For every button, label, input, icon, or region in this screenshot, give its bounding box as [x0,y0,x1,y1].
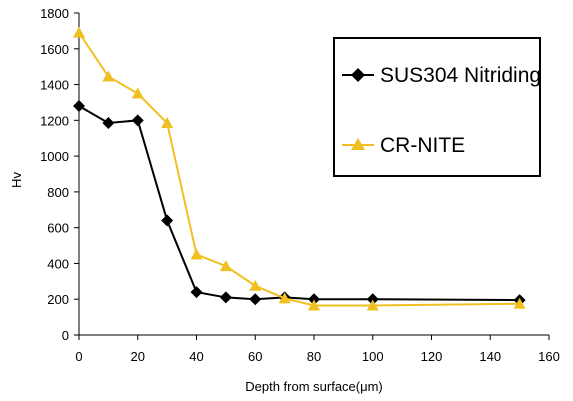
x-tick-label: 80 [307,349,321,364]
data-point [249,293,262,306]
y-tick-label: 800 [47,185,69,200]
data-point [308,293,320,306]
data-point [131,114,144,127]
data-point [366,299,379,311]
legend-box [333,37,541,177]
y-tick-label: 400 [47,256,69,271]
data-point [190,286,203,299]
data-point [131,87,144,99]
x-tick-label: 120 [421,349,443,364]
data-point [278,292,291,304]
x-tick-label: 140 [479,349,501,364]
x-axis-label: Depth from surface(μm) [245,379,383,394]
legend-marker-sus304 [351,68,365,82]
data-point [366,293,379,306]
y-axis-ticks: 0 200 400 600 800 1000 1200 1400 1600 1800 [40,6,79,343]
data-point [190,248,203,260]
x-tick-label: 0 [75,349,82,364]
y-tick-label: 200 [47,292,69,307]
series-layer [73,26,526,311]
data-point [102,70,115,82]
data-point [219,291,232,304]
data-point [513,297,526,309]
y-tick-label: 1600 [40,42,69,57]
series-cr-nite [73,26,526,311]
y-tick-label: 1200 [40,113,69,128]
y-axis-label: Hv [9,172,24,188]
legend-label-crnite: CR-NITE [380,134,465,157]
legend-label-sus304: SUS304 Nitriding [380,64,541,87]
data-point [73,100,85,113]
x-tick-label: 100 [362,349,384,364]
legend: SUS304 Nitriding CR-NITE [333,37,541,177]
y-tick-label: 600 [47,221,69,236]
x-tick-label: 20 [131,349,145,364]
x-tick-label: 40 [189,349,203,364]
data-point [161,214,174,227]
y-tick-label: 1000 [40,149,69,164]
x-axis-ticks: 0 20 40 60 80 100 120 140 160 [75,335,560,364]
data-point [102,117,115,130]
data-point [161,117,174,129]
data-point [249,279,262,291]
data-point [219,260,232,272]
legend-marker-crnite [351,138,365,150]
data-point [308,299,320,311]
y-tick-label: 1400 [40,78,69,93]
x-tick-label: 160 [538,349,560,364]
x-tick-label: 60 [248,349,262,364]
y-tick-label: 1800 [40,6,69,21]
y-tick-label: 0 [62,328,69,343]
data-point [73,26,85,38]
